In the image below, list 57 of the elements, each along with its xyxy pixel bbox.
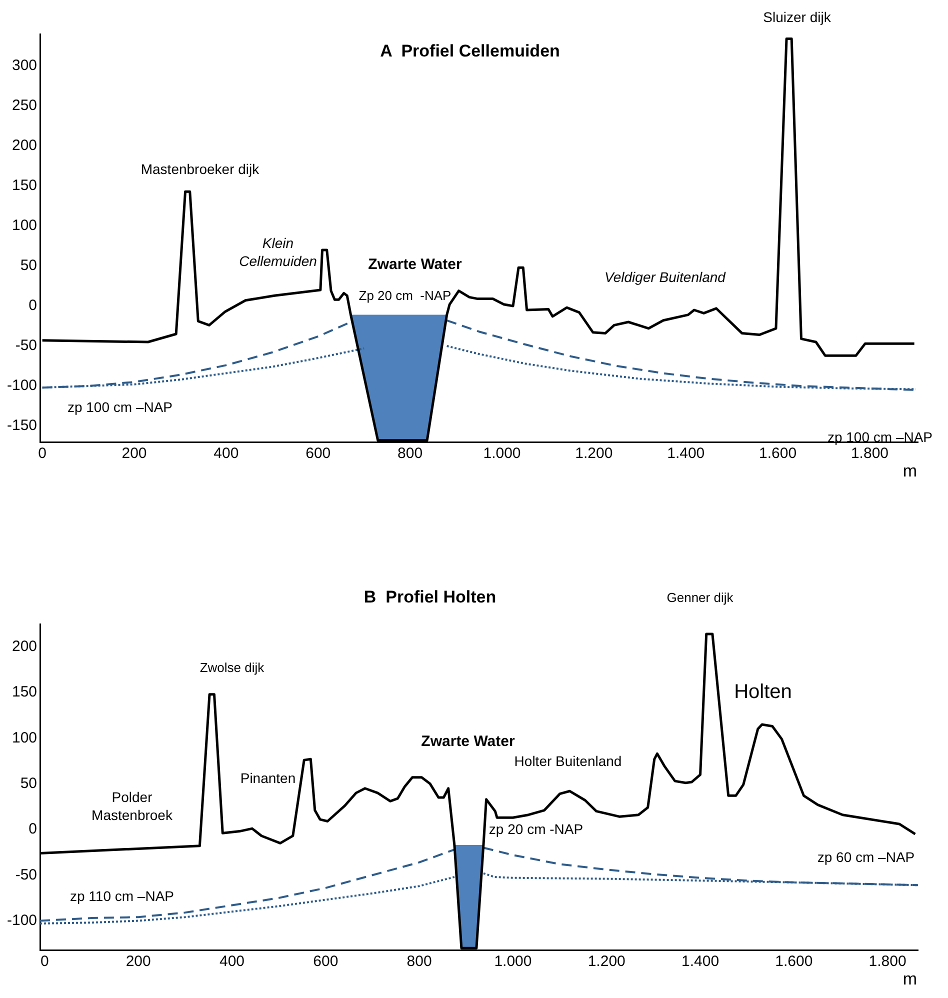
annotation: Zp 20 cm -NAP: [358, 287, 452, 305]
annotation: Holten: [734, 681, 792, 703]
x-tick-label: 200: [126, 953, 151, 970]
x-tick-label: 1.800: [868, 953, 906, 970]
y-tick-label: 50: [20, 257, 38, 274]
y-tick-label: -100: [6, 912, 38, 929]
text: Sluizer dijk: [763, 8, 831, 26]
y-tick-label: 150: [12, 177, 38, 194]
annotation: Veldiger Buitenland: [604, 268, 726, 286]
x-axis-title: m: [902, 462, 918, 481]
y-tick-label: 250: [12, 97, 38, 114]
annotation: zp 100 cm –NAP: [67, 398, 173, 416]
y-tick-label: 150: [12, 684, 38, 701]
annotation: Zwolse dijk: [200, 659, 264, 677]
annotation: Klein Cellemuiden: [239, 234, 317, 270]
x-tick-label: 1.200: [588, 953, 626, 970]
y-tick-label: 0: [28, 297, 38, 314]
x-tick-label: 800: [406, 953, 432, 970]
y-tick-label: 0: [28, 820, 38, 838]
annotation: Zwarte Water: [421, 733, 515, 751]
y-tick-label: 100: [12, 729, 38, 746]
y-tick-label: -100: [6, 377, 38, 394]
annotation: Holter Buitenland: [514, 752, 622, 770]
y-tick-label: 200: [12, 137, 38, 154]
x-tick-label: 1.600: [775, 953, 813, 970]
y-tick-label: -150: [6, 417, 38, 434]
x-tick-label: 1.000: [483, 445, 521, 462]
text: A Profiel Cellemuiden: [380, 42, 560, 61]
x-tick-label: 200: [122, 445, 147, 462]
y-tick-label: -50: [15, 866, 38, 884]
y-tick-label: 100: [12, 217, 38, 234]
x-tick-label: 1.400: [667, 445, 705, 462]
annotation: zp 60 cm –NAP: [817, 848, 915, 866]
annotation: zp 110 cm –NAP: [70, 887, 174, 905]
x-tick-label: 400: [219, 953, 245, 970]
annotation: Zwarte Water: [368, 256, 462, 274]
y-tick-label: 200: [12, 638, 38, 655]
x-tick-label: 600: [313, 953, 338, 970]
y-tick-label: 300: [12, 57, 38, 74]
text: Genner dijk: [666, 589, 734, 607]
x-tick-label: 1.600: [759, 445, 797, 462]
x-tick-label: 600: [306, 445, 331, 462]
chart-title: B Profiel Holten: [364, 588, 496, 607]
x-axis-title: m: [902, 970, 918, 989]
annotation: Polder Mastenbroek: [92, 788, 172, 824]
y-tick-label: -50: [15, 337, 38, 354]
x-tick-label: 800: [398, 445, 423, 462]
y-tick-label: 50: [20, 774, 38, 792]
x-tick-label: 1.200: [575, 445, 613, 462]
annotation: zp 20 cm -NAP: [488, 820, 584, 838]
annotation: Mastenbroeker dijk: [140, 160, 260, 178]
x-tick-label: 400: [214, 445, 239, 462]
annotation: Pinanten: [240, 769, 296, 787]
x-tick-label: 1.800: [850, 445, 889, 462]
x-tick-label: 0: [40, 953, 49, 970]
x-tick-label: 1.000: [494, 953, 532, 970]
x-tick-label: 1.400: [681, 953, 720, 970]
